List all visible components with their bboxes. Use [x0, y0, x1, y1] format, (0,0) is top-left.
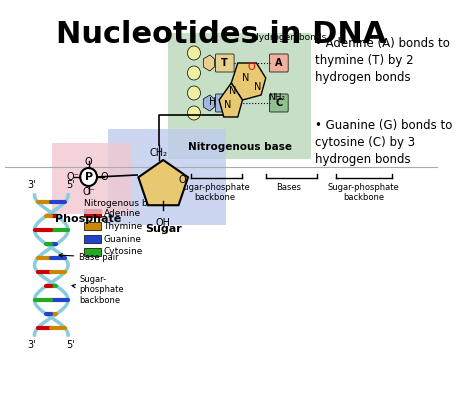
Circle shape: [187, 66, 201, 80]
Text: • Guanine (G) bonds to
cytosine (C) by 3
hydrogen bonds: • Guanine (G) bonds to cytosine (C) by 3…: [315, 119, 453, 166]
Text: Phosphate: Phosphate: [55, 214, 122, 224]
Text: Sugar-phosphate
backbone: Sugar-phosphate backbone: [179, 183, 250, 202]
Text: Nucleotides in DNA: Nucleotides in DNA: [56, 20, 386, 49]
FancyBboxPatch shape: [84, 209, 100, 217]
Text: G: G: [221, 98, 229, 108]
Text: C: C: [275, 98, 283, 108]
Text: H: H: [209, 97, 216, 107]
FancyBboxPatch shape: [108, 129, 226, 225]
Text: Guanine: Guanine: [103, 235, 142, 243]
Text: 5': 5': [66, 340, 75, 350]
Text: • Adenine (A) bonds to
thymine (T) by 2
hydrogen bonds: • Adenine (A) bonds to thymine (T) by 2 …: [315, 37, 450, 84]
Text: O: O: [178, 175, 186, 185]
Text: 5': 5': [66, 180, 75, 190]
FancyBboxPatch shape: [84, 248, 100, 256]
Text: O⁻: O⁻: [66, 172, 79, 182]
Text: Thymine: Thymine: [103, 222, 143, 231]
Text: O⁻: O⁻: [82, 187, 95, 197]
Circle shape: [80, 168, 97, 186]
Text: OH: OH: [155, 218, 171, 228]
FancyBboxPatch shape: [84, 235, 100, 243]
Text: Adenine: Adenine: [103, 209, 141, 218]
Text: A: A: [275, 58, 283, 68]
Text: Sugar-phosphate
backbone: Sugar-phosphate backbone: [328, 183, 400, 202]
Text: N: N: [229, 86, 237, 96]
Text: CH₂: CH₂: [149, 148, 167, 158]
Polygon shape: [203, 55, 214, 71]
FancyBboxPatch shape: [52, 143, 132, 214]
Text: N: N: [254, 82, 261, 92]
Text: Hydrogen bonds: Hydrogen bonds: [252, 33, 326, 42]
FancyBboxPatch shape: [168, 33, 311, 159]
Polygon shape: [219, 83, 243, 117]
Polygon shape: [203, 95, 214, 111]
Text: N: N: [242, 73, 249, 83]
Text: Nitrogenous bases:: Nitrogenous bases:: [84, 199, 171, 208]
Text: Base pair: Base pair: [59, 252, 119, 261]
Polygon shape: [138, 160, 188, 205]
Circle shape: [187, 106, 201, 120]
Text: Bases: Bases: [277, 183, 301, 192]
Text: O: O: [100, 172, 108, 182]
Text: O: O: [248, 62, 255, 72]
Text: Sugar: Sugar: [145, 224, 182, 234]
Text: O: O: [85, 157, 92, 167]
Text: NH₂: NH₂: [268, 92, 285, 102]
Text: P: P: [84, 172, 92, 182]
Circle shape: [187, 46, 201, 60]
Polygon shape: [231, 63, 266, 100]
FancyBboxPatch shape: [270, 54, 288, 72]
FancyBboxPatch shape: [270, 94, 288, 112]
Text: Cytosine: Cytosine: [103, 248, 143, 256]
Text: 3': 3': [27, 180, 36, 190]
FancyBboxPatch shape: [215, 94, 234, 112]
Circle shape: [187, 86, 201, 100]
Text: Nitrogenous base: Nitrogenous base: [188, 142, 292, 152]
Text: N: N: [224, 100, 231, 110]
Text: T: T: [221, 58, 228, 68]
Text: 3': 3': [27, 340, 36, 350]
FancyBboxPatch shape: [84, 222, 100, 230]
Text: Sugar-
phosphate
backbone: Sugar- phosphate backbone: [72, 275, 124, 305]
FancyBboxPatch shape: [215, 54, 234, 72]
